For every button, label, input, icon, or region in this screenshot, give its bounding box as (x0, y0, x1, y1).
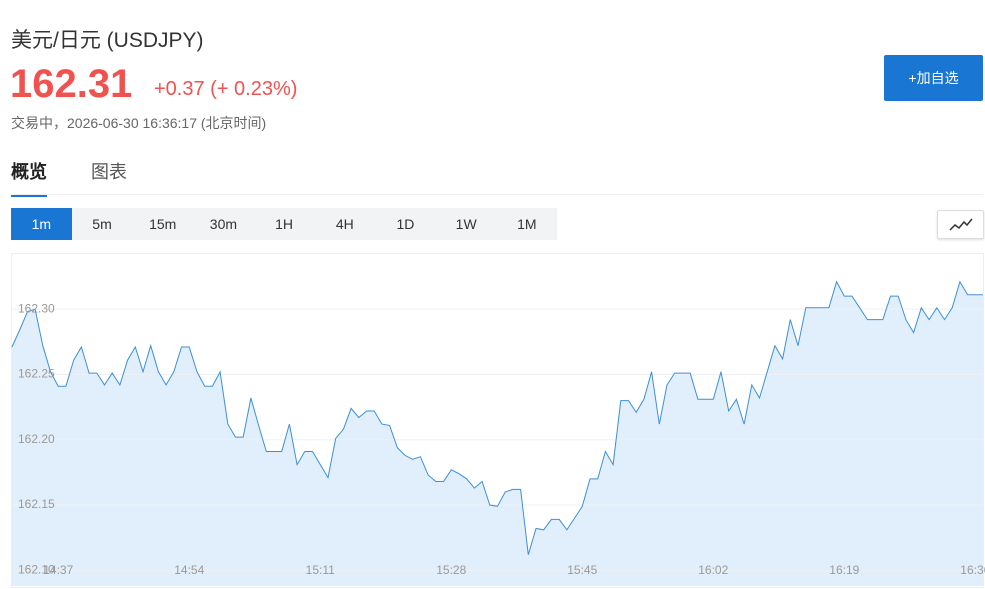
chart-type-button[interactable] (937, 210, 984, 239)
price: 162.31 (10, 62, 133, 106)
y-tick-label: 162.15 (18, 497, 55, 511)
x-tick-label: 16:36 (960, 563, 985, 577)
icon-line (949, 218, 973, 231)
area-fill (12, 281, 983, 586)
period-button[interactable]: 1H (275, 216, 294, 232)
period-button[interactable]: 1W (455, 216, 477, 232)
y-tick-label: 162.20 (18, 432, 55, 446)
period-button[interactable]: 4H (335, 216, 354, 232)
x-tick-label: 14:37 (43, 563, 73, 577)
periods: 1m 5m 15m 30m 1H 4H 1D 1W 1M (11, 208, 558, 240)
chart-type-icon (949, 218, 973, 231)
period-button[interactable]: 30m (209, 216, 238, 232)
tab[interactable]: 概览 (11, 158, 47, 197)
status: 交易中，2026-06-30 16:36:17 (北京时间) (11, 115, 267, 131)
x-tick-label: 15:28 (436, 563, 466, 577)
period-button[interactable]: 5m (92, 216, 112, 232)
x-tick-label: 16:02 (698, 563, 728, 577)
tabs: 概览 图表 (11, 158, 127, 197)
y-tick-label: 162.30 (18, 301, 55, 315)
x-tick-label: 15:11 (306, 563, 335, 577)
tab[interactable]: 图表 (91, 162, 127, 182)
price-line (11, 280, 983, 555)
x-tick-label: 15:45 (567, 563, 597, 577)
y-tick-label: 162.25 (18, 367, 55, 381)
divider (11, 194, 983, 195)
period-button[interactable]: 1D (396, 216, 415, 232)
change: +0.37 (+ 0.23%) (154, 78, 298, 100)
watch-button[interactable]: +加自选 (884, 55, 983, 101)
x-tick-label: 16:19 (829, 563, 859, 577)
period-button[interactable]: 15m (149, 216, 177, 232)
y-tick-label: 162.10 (18, 563, 55, 577)
title: 美元/日元 (USDJPY) (11, 29, 204, 52)
period-button[interactable]: 1M (517, 216, 537, 232)
x-tick-label: 14:54 (174, 563, 204, 577)
period-button[interactable]: 1m (11, 208, 72, 240)
